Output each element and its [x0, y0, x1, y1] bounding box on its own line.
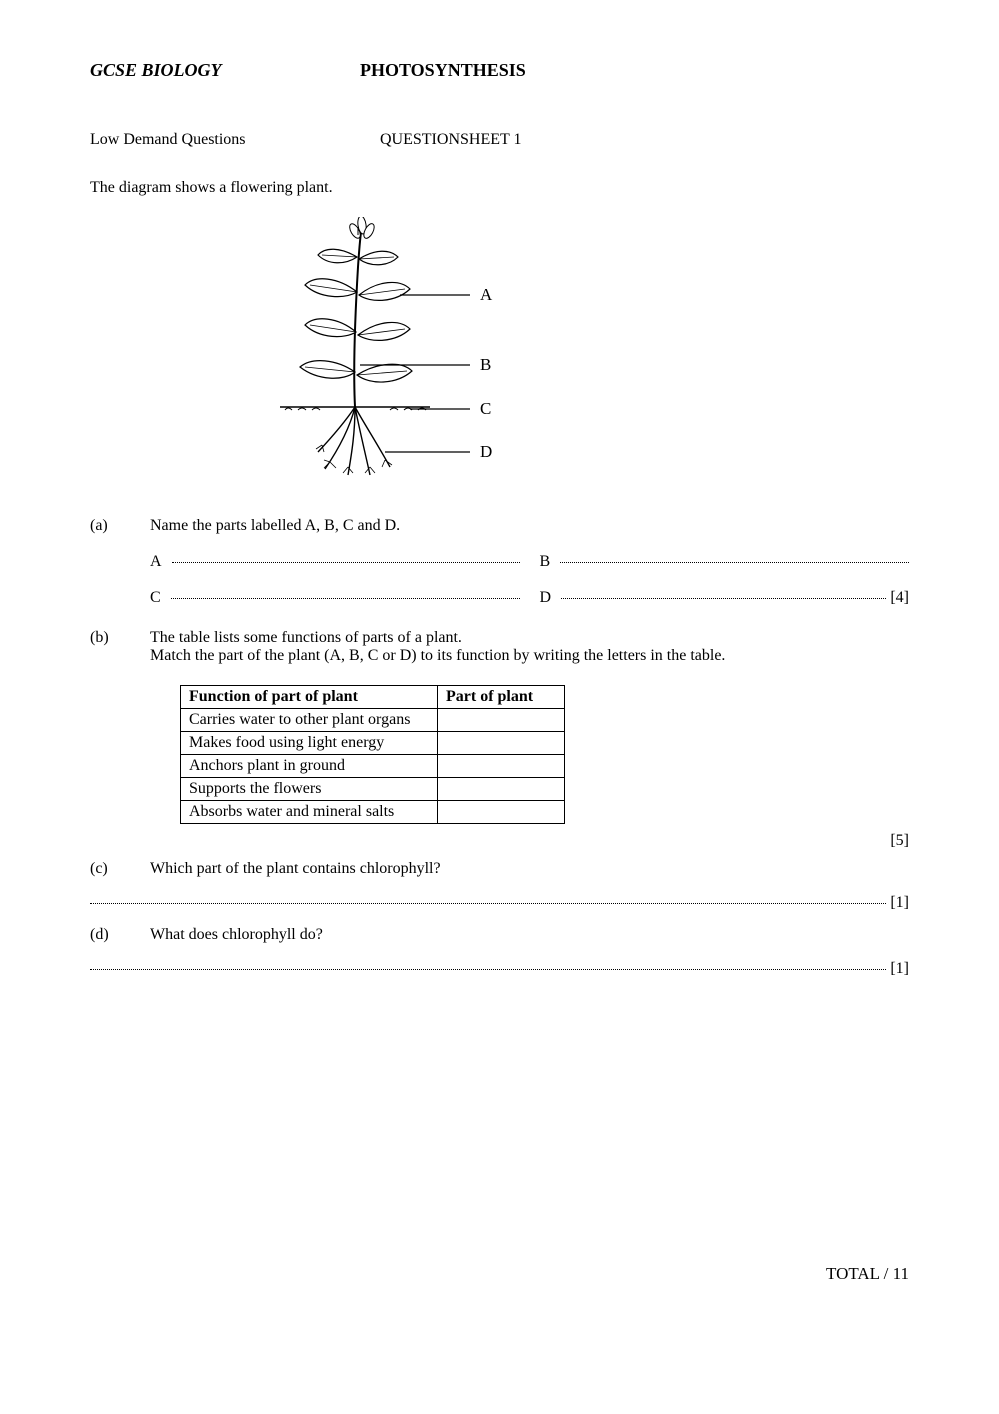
- function-table: Function of part of plant Part of plant …: [180, 685, 565, 824]
- table-header-part: Part of plant: [438, 686, 565, 709]
- blank-d-line[interactable]: [561, 582, 886, 599]
- table-cell-part[interactable]: [438, 732, 565, 755]
- question-c-text: Which part of the plant contains chlorop…: [150, 860, 909, 878]
- sheet-number: QUESTIONSHEET 1: [380, 131, 521, 149]
- blank-b-line[interactable]: [560, 546, 909, 563]
- diagram-label-a: A: [480, 285, 493, 304]
- blank-b-letter: B: [540, 553, 551, 571]
- question-c-answer: [1]: [90, 890, 909, 912]
- answer-row-ab: A B: [150, 549, 909, 571]
- blank-c-letter: C: [150, 589, 161, 607]
- blank-c-line[interactable]: [171, 582, 520, 599]
- plant-svg: A B C D: [270, 217, 550, 487]
- question-d-marks: [1]: [890, 960, 909, 978]
- question-b: (b) The table lists some functions of pa…: [90, 629, 909, 665]
- table-header-function: Function of part of plant: [181, 686, 438, 709]
- question-a: (a) Name the parts labelled A, B, C and …: [90, 517, 909, 535]
- table-row: Absorbs water and mineral salts: [181, 801, 565, 824]
- blank-a-line[interactable]: [172, 546, 520, 563]
- table-cell-function: Absorbs water and mineral salts: [181, 801, 438, 824]
- plant-diagram: A B C D: [270, 217, 909, 487]
- answer-d-line[interactable]: [90, 953, 886, 970]
- question-d-answer: [1]: [90, 956, 909, 978]
- table-cell-function: Carries water to other plant organs: [181, 709, 438, 732]
- question-c: (c) Which part of the plant contains chl…: [90, 860, 909, 878]
- table-cell-part[interactable]: [438, 709, 565, 732]
- question-c-label: (c): [90, 860, 150, 878]
- table-cell-part[interactable]: [438, 778, 565, 801]
- table-cell-function: Supports the flowers: [181, 778, 438, 801]
- table-row: Supports the flowers: [181, 778, 565, 801]
- question-c-marks: [1]: [890, 894, 909, 912]
- table-cell-part[interactable]: [438, 755, 565, 778]
- question-a-text: Name the parts labelled A, B, C and D.: [150, 517, 909, 535]
- header-subject: GCSE BIOLOGY: [90, 60, 360, 81]
- blank-d-letter: D: [540, 589, 552, 607]
- question-d-text: What does chlorophyll do?: [150, 926, 909, 944]
- question-d: (d) What does chlorophyll do?: [90, 926, 909, 944]
- question-b-label: (b): [90, 629, 150, 647]
- diagram-label-c: C: [480, 399, 491, 418]
- diagram-label-b: B: [480, 355, 491, 374]
- question-b-text2: Match the part of the plant (A, B, C or …: [150, 647, 909, 665]
- question-b-text1: The table lists some functions of parts …: [150, 629, 909, 647]
- subheader-row: Low Demand Questions QUESTIONSHEET 1: [90, 131, 909, 149]
- question-b-marks: [5]: [90, 832, 909, 850]
- question-d-label: (d): [90, 926, 150, 944]
- question-a-label: (a): [90, 517, 150, 535]
- table-cell-function: Anchors plant in ground: [181, 755, 438, 778]
- answer-row-cd: C D [4]: [150, 585, 909, 607]
- total-marks: TOTAL / 11: [826, 1264, 909, 1284]
- table-cell-function: Makes food using light energy: [181, 732, 438, 755]
- table-cell-part[interactable]: [438, 801, 565, 824]
- demand-level: Low Demand Questions: [90, 131, 380, 149]
- header-row: GCSE BIOLOGY PHOTOSYNTHESIS: [90, 60, 909, 81]
- diagram-label-d: D: [480, 442, 492, 461]
- worksheet-page: GCSE BIOLOGY PHOTOSYNTHESIS Low Demand Q…: [0, 0, 999, 1414]
- intro-text: The diagram shows a flowering plant.: [90, 179, 909, 197]
- blank-a-letter: A: [150, 553, 162, 571]
- question-a-marks: [4]: [890, 589, 909, 607]
- table-row: Makes food using light energy: [181, 732, 565, 755]
- answer-c-line[interactable]: [90, 887, 886, 904]
- header-topic: PHOTOSYNTHESIS: [360, 60, 526, 81]
- table-row: Anchors plant in ground: [181, 755, 565, 778]
- table-row: Carries water to other plant organs: [181, 709, 565, 732]
